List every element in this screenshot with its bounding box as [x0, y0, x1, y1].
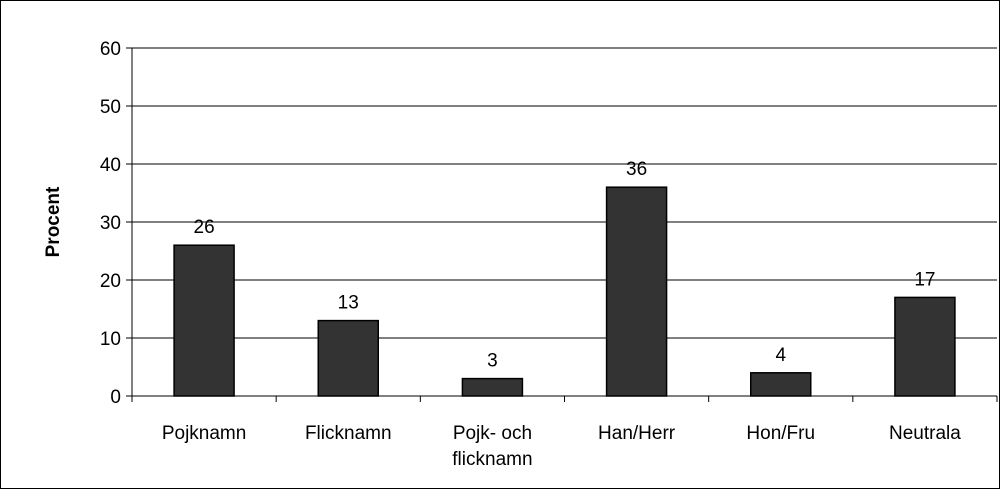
y-tick-label: 50	[100, 97, 121, 118]
y-tick-label: 20	[100, 271, 121, 292]
data-label: 36	[626, 159, 647, 180]
data-label: 26	[194, 217, 215, 238]
y-tick-label: 30	[100, 213, 121, 234]
y-tick-label: 0	[110, 387, 121, 408]
y-tick-label: 10	[100, 329, 121, 350]
data-label: 17	[914, 269, 935, 290]
category-label: Hon/Fru	[746, 423, 815, 444]
bar	[461, 377, 524, 397]
bar	[605, 186, 668, 397]
y-tick-label: 60	[100, 39, 121, 60]
category-label: Pojknamn	[162, 423, 247, 444]
category-label: Neutrala	[889, 423, 961, 444]
gridlines	[132, 47, 997, 339]
y-axis-label: Procent	[43, 186, 64, 257]
category-label: Flicknamn	[305, 423, 392, 444]
bar	[317, 319, 379, 397]
data-label: 3	[487, 351, 498, 372]
category-label: Han/Herr	[598, 423, 676, 444]
bar	[173, 244, 235, 397]
bar	[894, 296, 956, 397]
data-label: 13	[338, 293, 359, 314]
axes	[126, 47, 998, 402]
data-label: 4	[775, 345, 786, 366]
category-label: Pojk- och flicknamn	[452, 423, 532, 470]
bar	[750, 372, 812, 397]
bars	[173, 186, 956, 397]
y-tick-label: 40	[100, 155, 121, 176]
labels: 0 10 20 30 40 50 60 26 Pojknamn 13 Flicknamn 3 Pojk-…	[100, 39, 961, 470]
